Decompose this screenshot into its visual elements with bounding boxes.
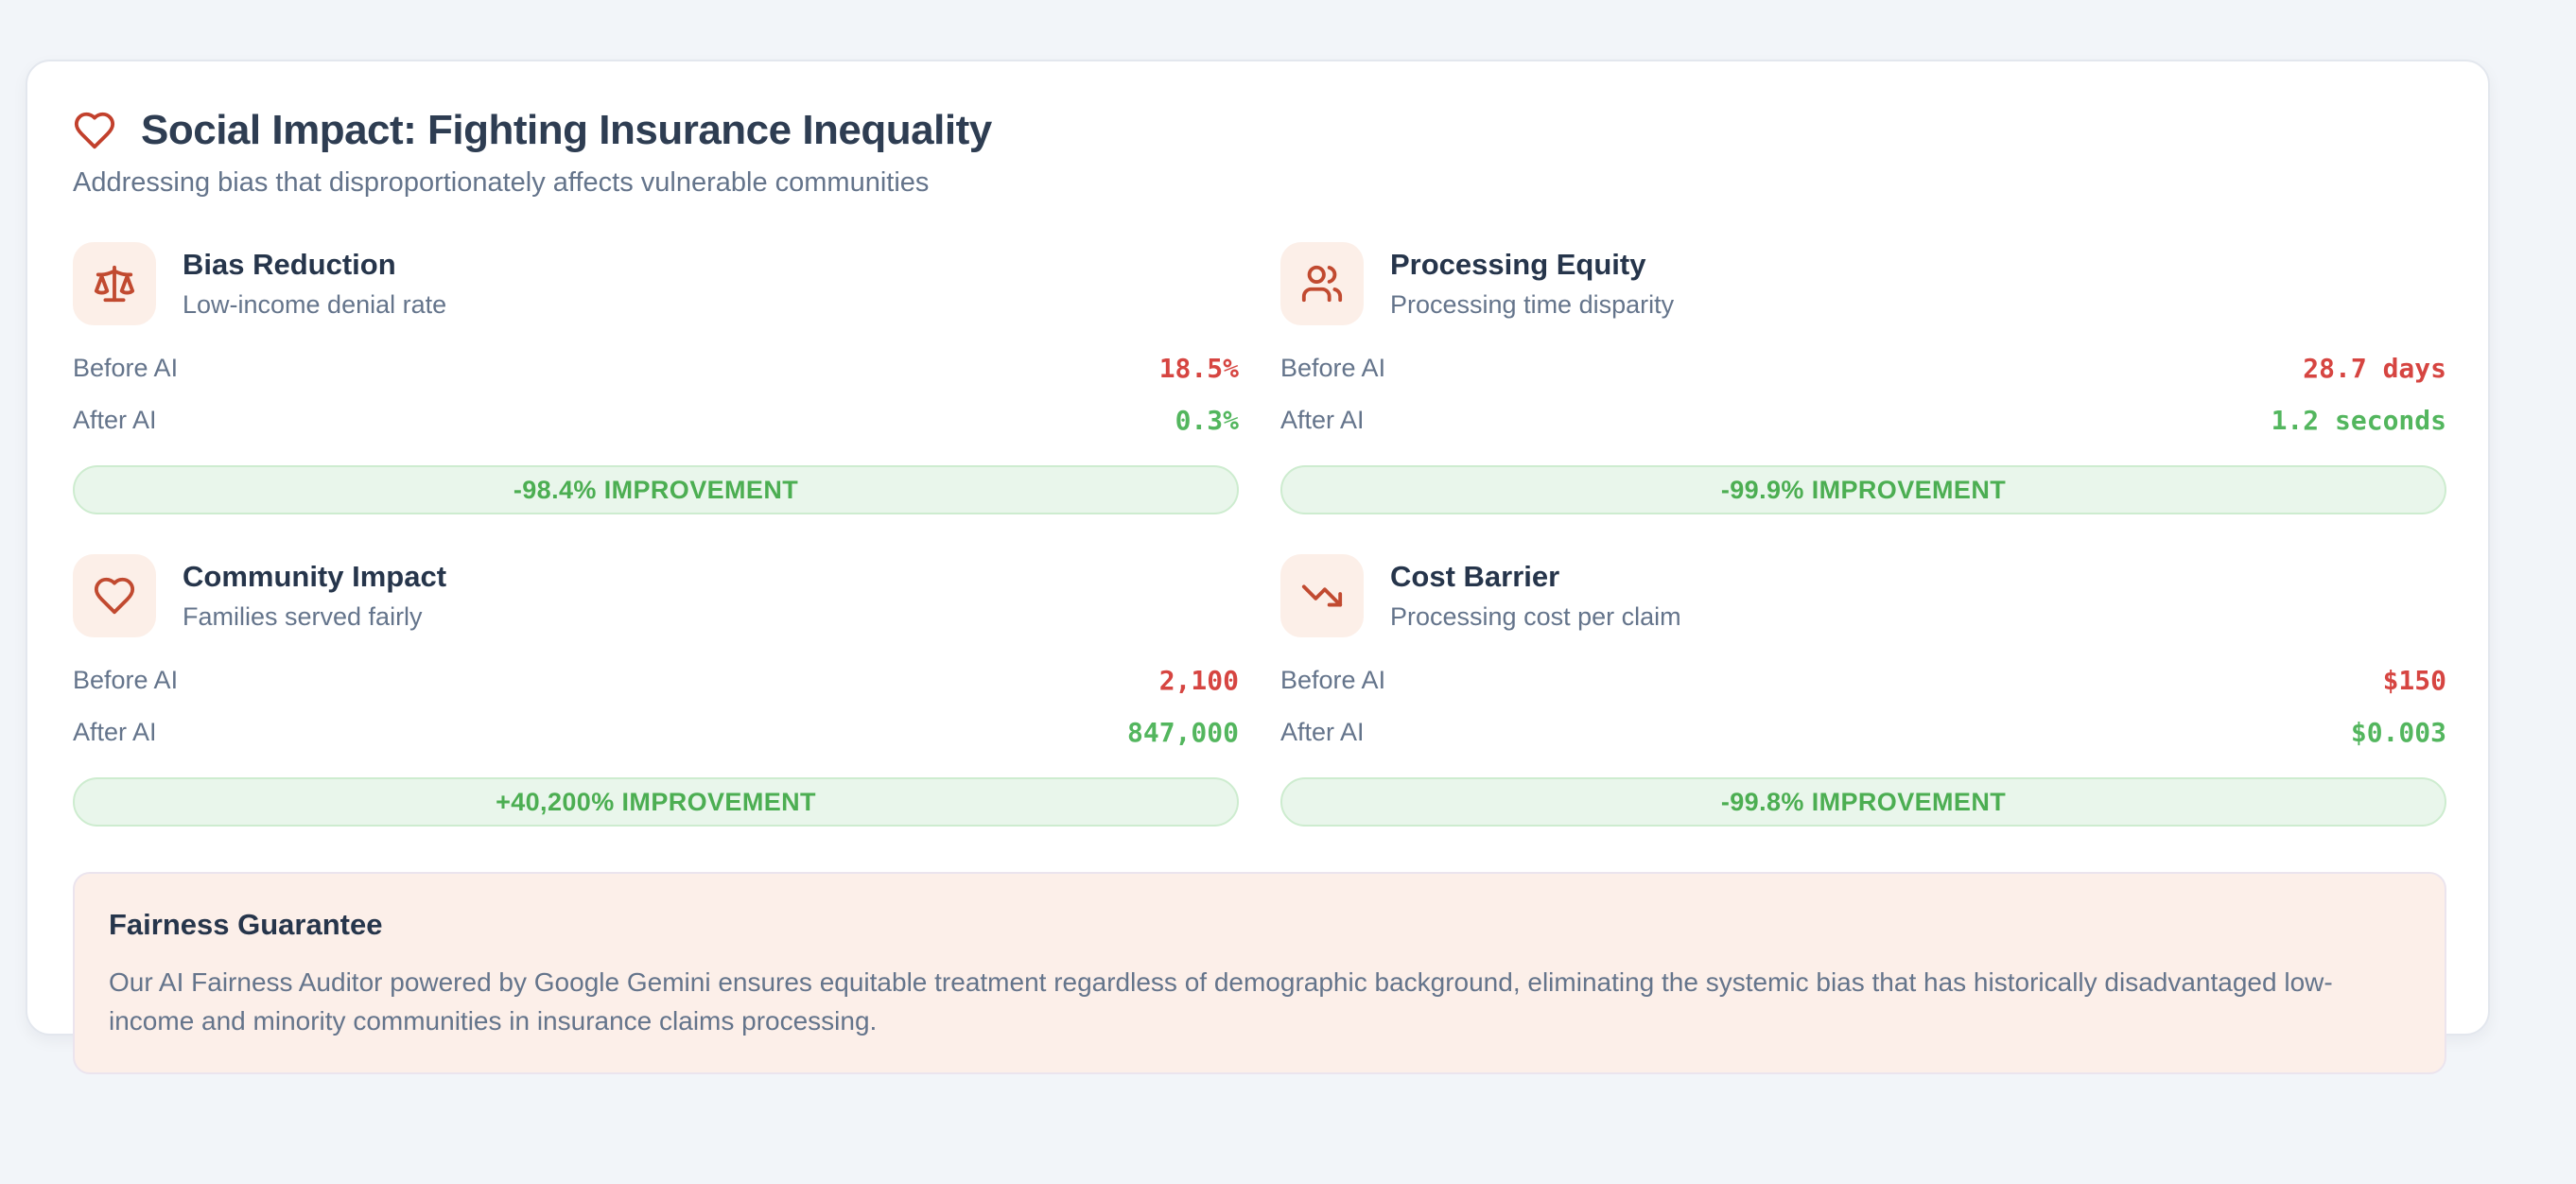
before-ai-label: Before AI bbox=[73, 354, 179, 382]
before-ai-label: Before AI bbox=[1280, 666, 1386, 694]
before-ai-row: Before AI $150 bbox=[1280, 654, 2446, 706]
after-ai-label: After AI bbox=[73, 406, 157, 434]
metric-title: Community Impact bbox=[183, 560, 447, 593]
metric-titles: Processing Equity Processing time dispar… bbox=[1390, 248, 1674, 320]
metric-header: Bias Reduction Low-income denial rate bbox=[73, 242, 1239, 325]
metric-cost-barrier: Cost Barrier Processing cost per claim B… bbox=[1280, 554, 2446, 827]
after-ai-value: 0.3% bbox=[1175, 405, 1239, 436]
metric-titles: Bias Reduction Low-income denial rate bbox=[183, 248, 446, 320]
before-ai-row: Before AI 2,100 bbox=[73, 654, 1239, 706]
metric-rows: Before AI 2,100 After AI 847,000 bbox=[73, 654, 1239, 758]
trending-down-icon bbox=[1280, 554, 1364, 637]
before-ai-row: Before AI 28.7 days bbox=[1280, 342, 2446, 394]
social-impact-card: Social Impact: Fighting Insurance Inequa… bbox=[26, 60, 2490, 1074]
after-ai-label: After AI bbox=[1280, 718, 1365, 746]
fairness-title: Fairness Guarantee bbox=[109, 908, 383, 941]
metric-header: Cost Barrier Processing cost per claim bbox=[1280, 554, 2446, 637]
metrics-grid: Bias Reduction Low-income denial rate Be… bbox=[73, 242, 2446, 827]
after-ai-label: After AI bbox=[73, 718, 157, 746]
after-ai-value: 1.2 seconds bbox=[2271, 405, 2446, 436]
metric-titles: Cost Barrier Processing cost per claim bbox=[1390, 560, 1681, 632]
metric-processing-equity: Processing Equity Processing time dispar… bbox=[1280, 242, 2446, 514]
after-ai-value: 847,000 bbox=[1126, 717, 1239, 748]
heart-icon bbox=[73, 554, 156, 637]
page-title: Social Impact: Fighting Insurance Inequa… bbox=[73, 107, 2446, 154]
metric-rows: Before AI 18.5% After AI 0.3% bbox=[73, 342, 1239, 446]
metric-header: Processing Equity Processing time dispar… bbox=[1280, 242, 2446, 325]
improvement-badge: +40,200% IMPROVEMENT bbox=[73, 777, 1239, 827]
fairness-body: Our AI Fairness Auditor powered by Googl… bbox=[109, 967, 2333, 1036]
heart-icon bbox=[73, 109, 116, 152]
metric-subtitle: Low-income denial rate bbox=[183, 290, 447, 319]
before-ai-label: Before AI bbox=[1280, 354, 1386, 382]
after-ai-row: After AI 847,000 bbox=[73, 706, 1239, 758]
page-subtitle: Addressing bias that disproportionately … bbox=[73, 167, 930, 198]
fairness-guarantee-box: Fairness Guarantee Our AI Fairness Audit… bbox=[73, 872, 2446, 1074]
after-ai-row: After AI $0.003 bbox=[1280, 706, 2446, 758]
improvement-badge: -98.4% IMPROVEMENT bbox=[73, 465, 1239, 514]
metric-titles: Community Impact Families served fairly bbox=[183, 560, 446, 632]
scale-icon bbox=[73, 242, 156, 325]
metric-community-impact: Community Impact Families served fairly … bbox=[73, 554, 1239, 827]
before-ai-value: 18.5% bbox=[1158, 353, 1239, 384]
before-ai-value: $150 bbox=[2382, 665, 2446, 696]
metric-subtitle: Processing cost per claim bbox=[1390, 602, 1681, 631]
metric-rows: Before AI $150 After AI $0.003 bbox=[1280, 654, 2446, 758]
after-ai-value: $0.003 bbox=[2350, 717, 2446, 748]
metric-rows: Before AI 28.7 days After AI 1.2 seconds bbox=[1280, 342, 2446, 446]
after-ai-row: After AI 0.3% bbox=[73, 394, 1239, 446]
after-ai-label: After AI bbox=[1280, 406, 1365, 434]
metric-subtitle: Families served fairly bbox=[183, 602, 423, 631]
metric-title: Processing Equity bbox=[1390, 248, 1646, 281]
before-ai-row: Before AI 18.5% bbox=[73, 342, 1239, 394]
metric-bias-reduction: Bias Reduction Low-income denial rate Be… bbox=[73, 242, 1239, 514]
before-ai-value: 2,100 bbox=[1158, 665, 1239, 696]
after-ai-row: After AI 1.2 seconds bbox=[1280, 394, 2446, 446]
before-ai-label: Before AI bbox=[73, 666, 179, 694]
metric-subtitle: Processing time disparity bbox=[1390, 290, 1675, 319]
card-header: Social Impact: Fighting Insurance Inequa… bbox=[73, 107, 2446, 199]
before-ai-value: 28.7 days bbox=[2303, 353, 2446, 384]
page-title-text: Social Impact: Fighting Insurance Inequa… bbox=[141, 107, 992, 153]
improvement-badge: -99.8% IMPROVEMENT bbox=[1280, 777, 2446, 827]
metric-header: Community Impact Families served fairly bbox=[73, 554, 1239, 637]
improvement-badge: -99.9% IMPROVEMENT bbox=[1280, 465, 2446, 514]
users-icon bbox=[1280, 242, 1364, 325]
metric-title: Bias Reduction bbox=[183, 248, 396, 281]
metric-title: Cost Barrier bbox=[1390, 560, 1560, 593]
